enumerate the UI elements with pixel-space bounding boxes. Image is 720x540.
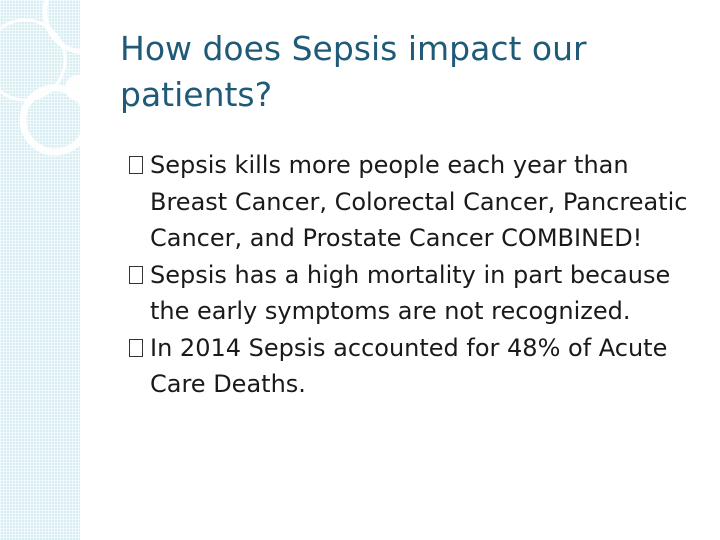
bullet-item: In 2014 Sepsis accounted for 48% of Acut… <box>120 330 705 403</box>
missing-glyph-box-icon <box>129 156 143 174</box>
bullet-text: In 2014 Sepsis accounted for 48% of Acut… <box>150 333 668 399</box>
bullet-item: Sepsis kills more people each year than … <box>120 147 705 257</box>
decorative-rings <box>0 0 128 156</box>
missing-glyph-box-icon <box>129 338 143 357</box>
bullet-text: Sepsis has a high mortality in part beca… <box>150 260 671 326</box>
bullet-text: Sepsis kills more people each year than … <box>150 151 688 252</box>
bullet-list: Sepsis kills more people each year than … <box>120 147 705 403</box>
bullet-item: Sepsis has a high mortality in part beca… <box>120 257 705 330</box>
missing-glyph-box-icon <box>129 265 143 284</box>
slide-title: How does Sepsis impact our patients? <box>120 29 587 114</box>
